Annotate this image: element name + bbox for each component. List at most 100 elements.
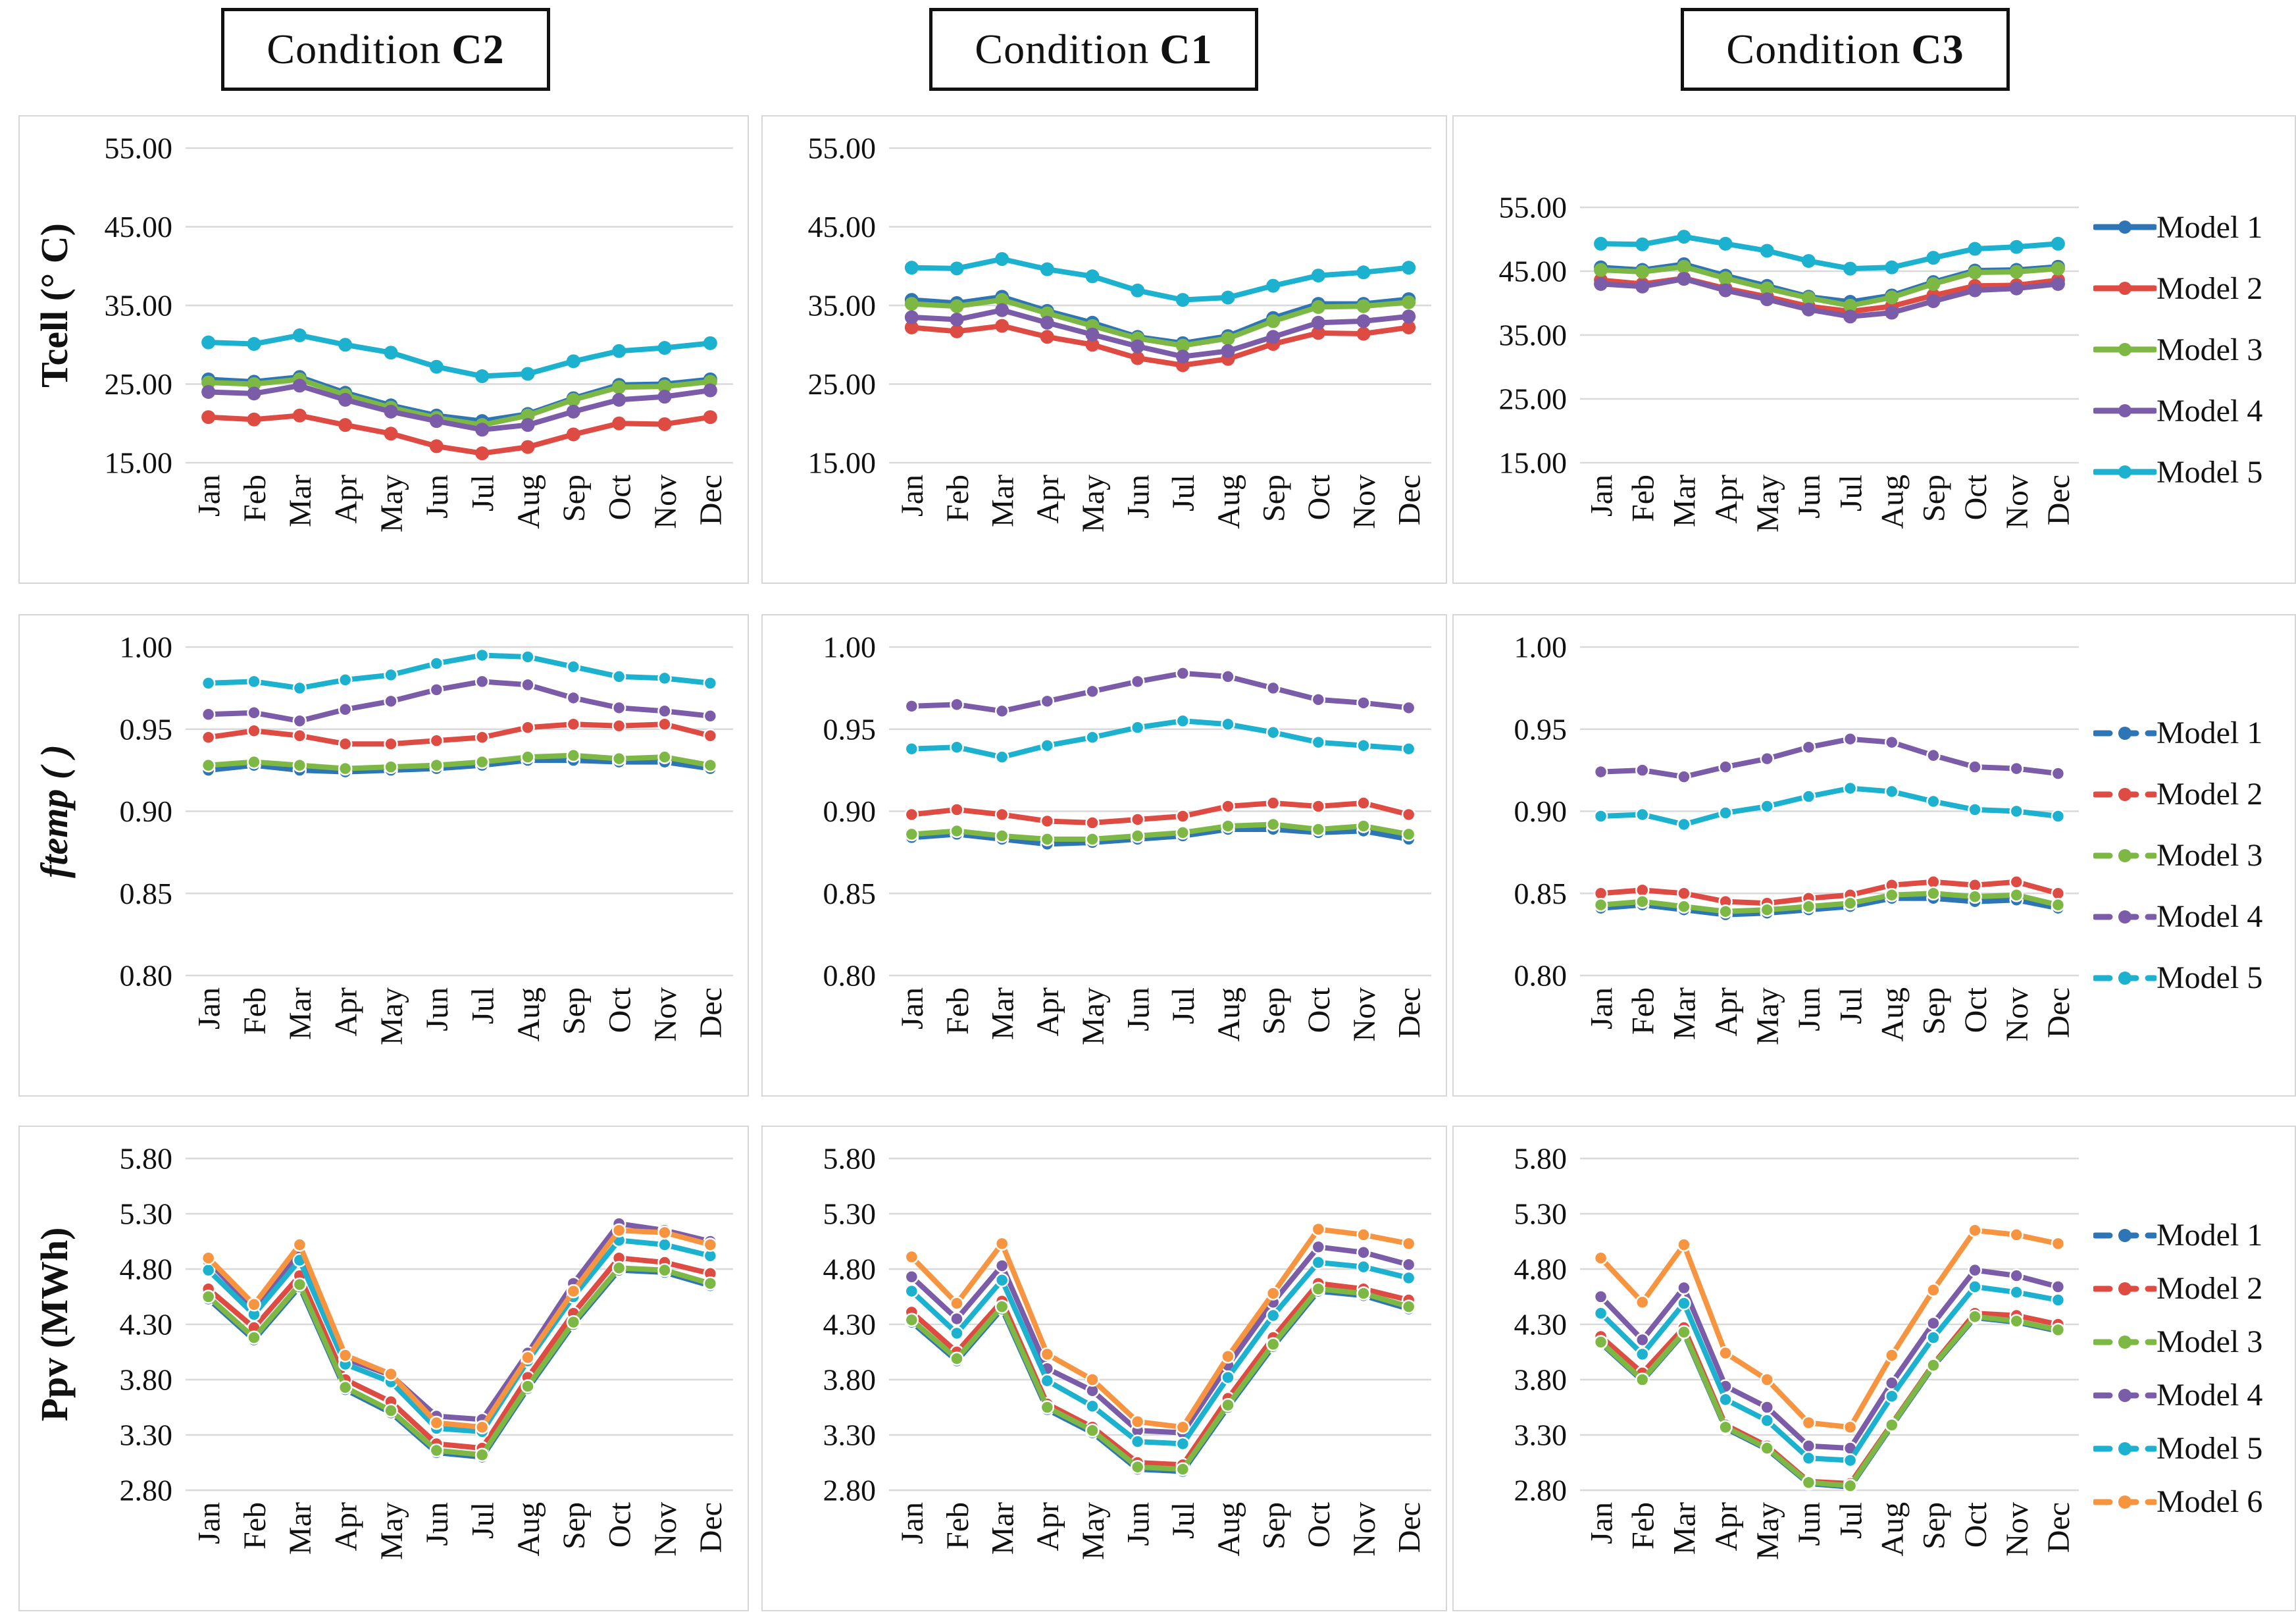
data-point	[521, 750, 535, 764]
data-point	[2009, 1314, 2024, 1328]
data-point	[475, 423, 490, 437]
data-point	[1175, 1462, 1190, 1476]
data-point	[1221, 344, 1235, 358]
series-lines	[904, 666, 1416, 852]
data-point	[1311, 326, 1325, 340]
data-point	[201, 730, 216, 744]
x-tick-label: Mar	[985, 475, 1020, 527]
x-tick-label: Jun	[1121, 1502, 1156, 1546]
plot-area: 1.00 0.95 0.90 0.85 0.80 Jan Feb Mar Apr May Jun Ju…	[763, 615, 1446, 1095]
data-point	[1760, 281, 1774, 296]
x-tick-label: Jan	[191, 475, 226, 517]
legend-item-model-4: Model 4	[2093, 898, 2291, 935]
data-point	[1085, 1372, 1100, 1387]
data-point	[1356, 326, 1371, 341]
data-point	[1356, 1259, 1371, 1274]
data-point	[247, 706, 261, 720]
gridlines	[889, 1157, 1431, 1492]
data-point	[1356, 265, 1371, 280]
series-line-model-6	[1598, 1228, 2061, 1430]
data-point	[657, 1225, 672, 1240]
data-point	[1085, 730, 1100, 744]
y-tick-label: 0.90	[823, 794, 877, 828]
plot-area: 1.00 0.95 0.90 0.85 0.80 Jan Feb Mar Apr May Jun Ju…	[20, 615, 748, 1095]
data-point	[566, 748, 581, 763]
data-point	[703, 758, 718, 773]
data-point	[1311, 1255, 1326, 1270]
x-tick-label: Nov	[1347, 475, 1382, 529]
x-tick-label: Apr	[1031, 987, 1065, 1037]
data-point	[338, 1380, 353, 1395]
data-point	[611, 1223, 626, 1237]
legend-key-icon	[2093, 465, 2156, 479]
series-line-model-5	[205, 1237, 713, 1434]
series-line-model-2	[205, 721, 713, 747]
data-point	[904, 827, 919, 842]
x-tick-label: Feb	[238, 1502, 272, 1549]
chart-panel-c3-tcell: 55.00 45.00 35.00 25.00 15.00 Jan Feb Mar Apr May…	[1452, 115, 2296, 584]
x-tick-label: Jun	[420, 987, 455, 1031]
series-line-model-4	[909, 1244, 1412, 1436]
data-point	[201, 1251, 216, 1265]
data-point	[338, 673, 353, 687]
data-point	[1311, 735, 1326, 750]
x-tick-label: Dec	[1392, 1502, 1427, 1553]
data-point	[1040, 315, 1054, 330]
data-point	[1843, 298, 1858, 313]
data-point	[474, 730, 490, 744]
data-point	[338, 1348, 353, 1363]
data-point	[2009, 804, 2024, 819]
data-point	[429, 758, 444, 773]
data-point	[703, 383, 717, 398]
x-tick-label: May	[374, 1502, 409, 1560]
data-point	[703, 336, 717, 350]
data-point	[703, 676, 718, 690]
x-tick-label: Apr	[1031, 475, 1065, 524]
data-point	[657, 417, 672, 431]
data-point	[201, 676, 216, 690]
legend-item-model-1: Model 1	[2093, 715, 2291, 751]
x-tick-label: Jun	[420, 1502, 455, 1546]
data-point	[1968, 1309, 1982, 1324]
data-point	[1801, 1439, 1816, 1453]
x-tick-label: Mar	[283, 475, 318, 527]
x-tick-label: Mar	[1668, 987, 1702, 1040]
series-lines	[201, 328, 717, 461]
data-point	[1401, 700, 1416, 715]
data-point	[566, 427, 580, 442]
series-lines	[1594, 230, 2065, 324]
x-tick-label: Nov	[648, 987, 683, 1042]
x-tick-label: May	[1750, 987, 1785, 1045]
data-point	[1968, 1223, 1982, 1237]
data-point	[1311, 1239, 1326, 1255]
data-point	[1401, 1236, 1416, 1251]
y-tick-label: 5.80	[120, 1142, 173, 1176]
data-point	[657, 704, 672, 719]
series-line-model-5	[205, 652, 713, 691]
x-tick-label: Jul	[1166, 1502, 1201, 1539]
condition-title-code: C1	[1160, 26, 1213, 72]
plot-area: 5.80 5.30 4.80 4.30 3.80 3.30 2.80 Jan Feb Mar Apr…	[20, 1127, 748, 1610]
data-point	[338, 392, 353, 407]
y-axis-title: Tcell (° C)	[33, 223, 76, 388]
x-tick-label: May	[374, 475, 409, 533]
legend-item-model-5: Model 5	[2093, 960, 2291, 996]
data-point	[1265, 817, 1281, 832]
data-point	[612, 416, 626, 430]
x-tick-label: Nov	[1347, 1502, 1382, 1557]
legend-label: Model 2	[2156, 271, 2263, 306]
chart-svg-c1_ftemp: 1.00 0.95 0.90 0.85 0.80 Jan Feb Mar Apr May Jun Ju…	[823, 631, 1431, 1045]
data-point	[1843, 1478, 1858, 1494]
data-point	[995, 319, 1009, 333]
data-point	[521, 650, 535, 664]
condition-title-c3: Condition C3	[1681, 8, 2010, 91]
data-point	[1402, 320, 1416, 334]
plot-area: 5.80 5.30 4.80 4.30 3.80 3.30 2.80 Jan Feb Mar Apr…	[1454, 1127, 2093, 1610]
data-point	[1175, 825, 1190, 840]
data-point	[612, 344, 626, 358]
legend-label: Model 2	[2156, 1271, 2263, 1306]
data-point	[1221, 819, 1235, 833]
data-point	[2051, 1293, 2066, 1307]
data-point	[1401, 1257, 1416, 1272]
data-point	[1968, 1262, 1982, 1278]
